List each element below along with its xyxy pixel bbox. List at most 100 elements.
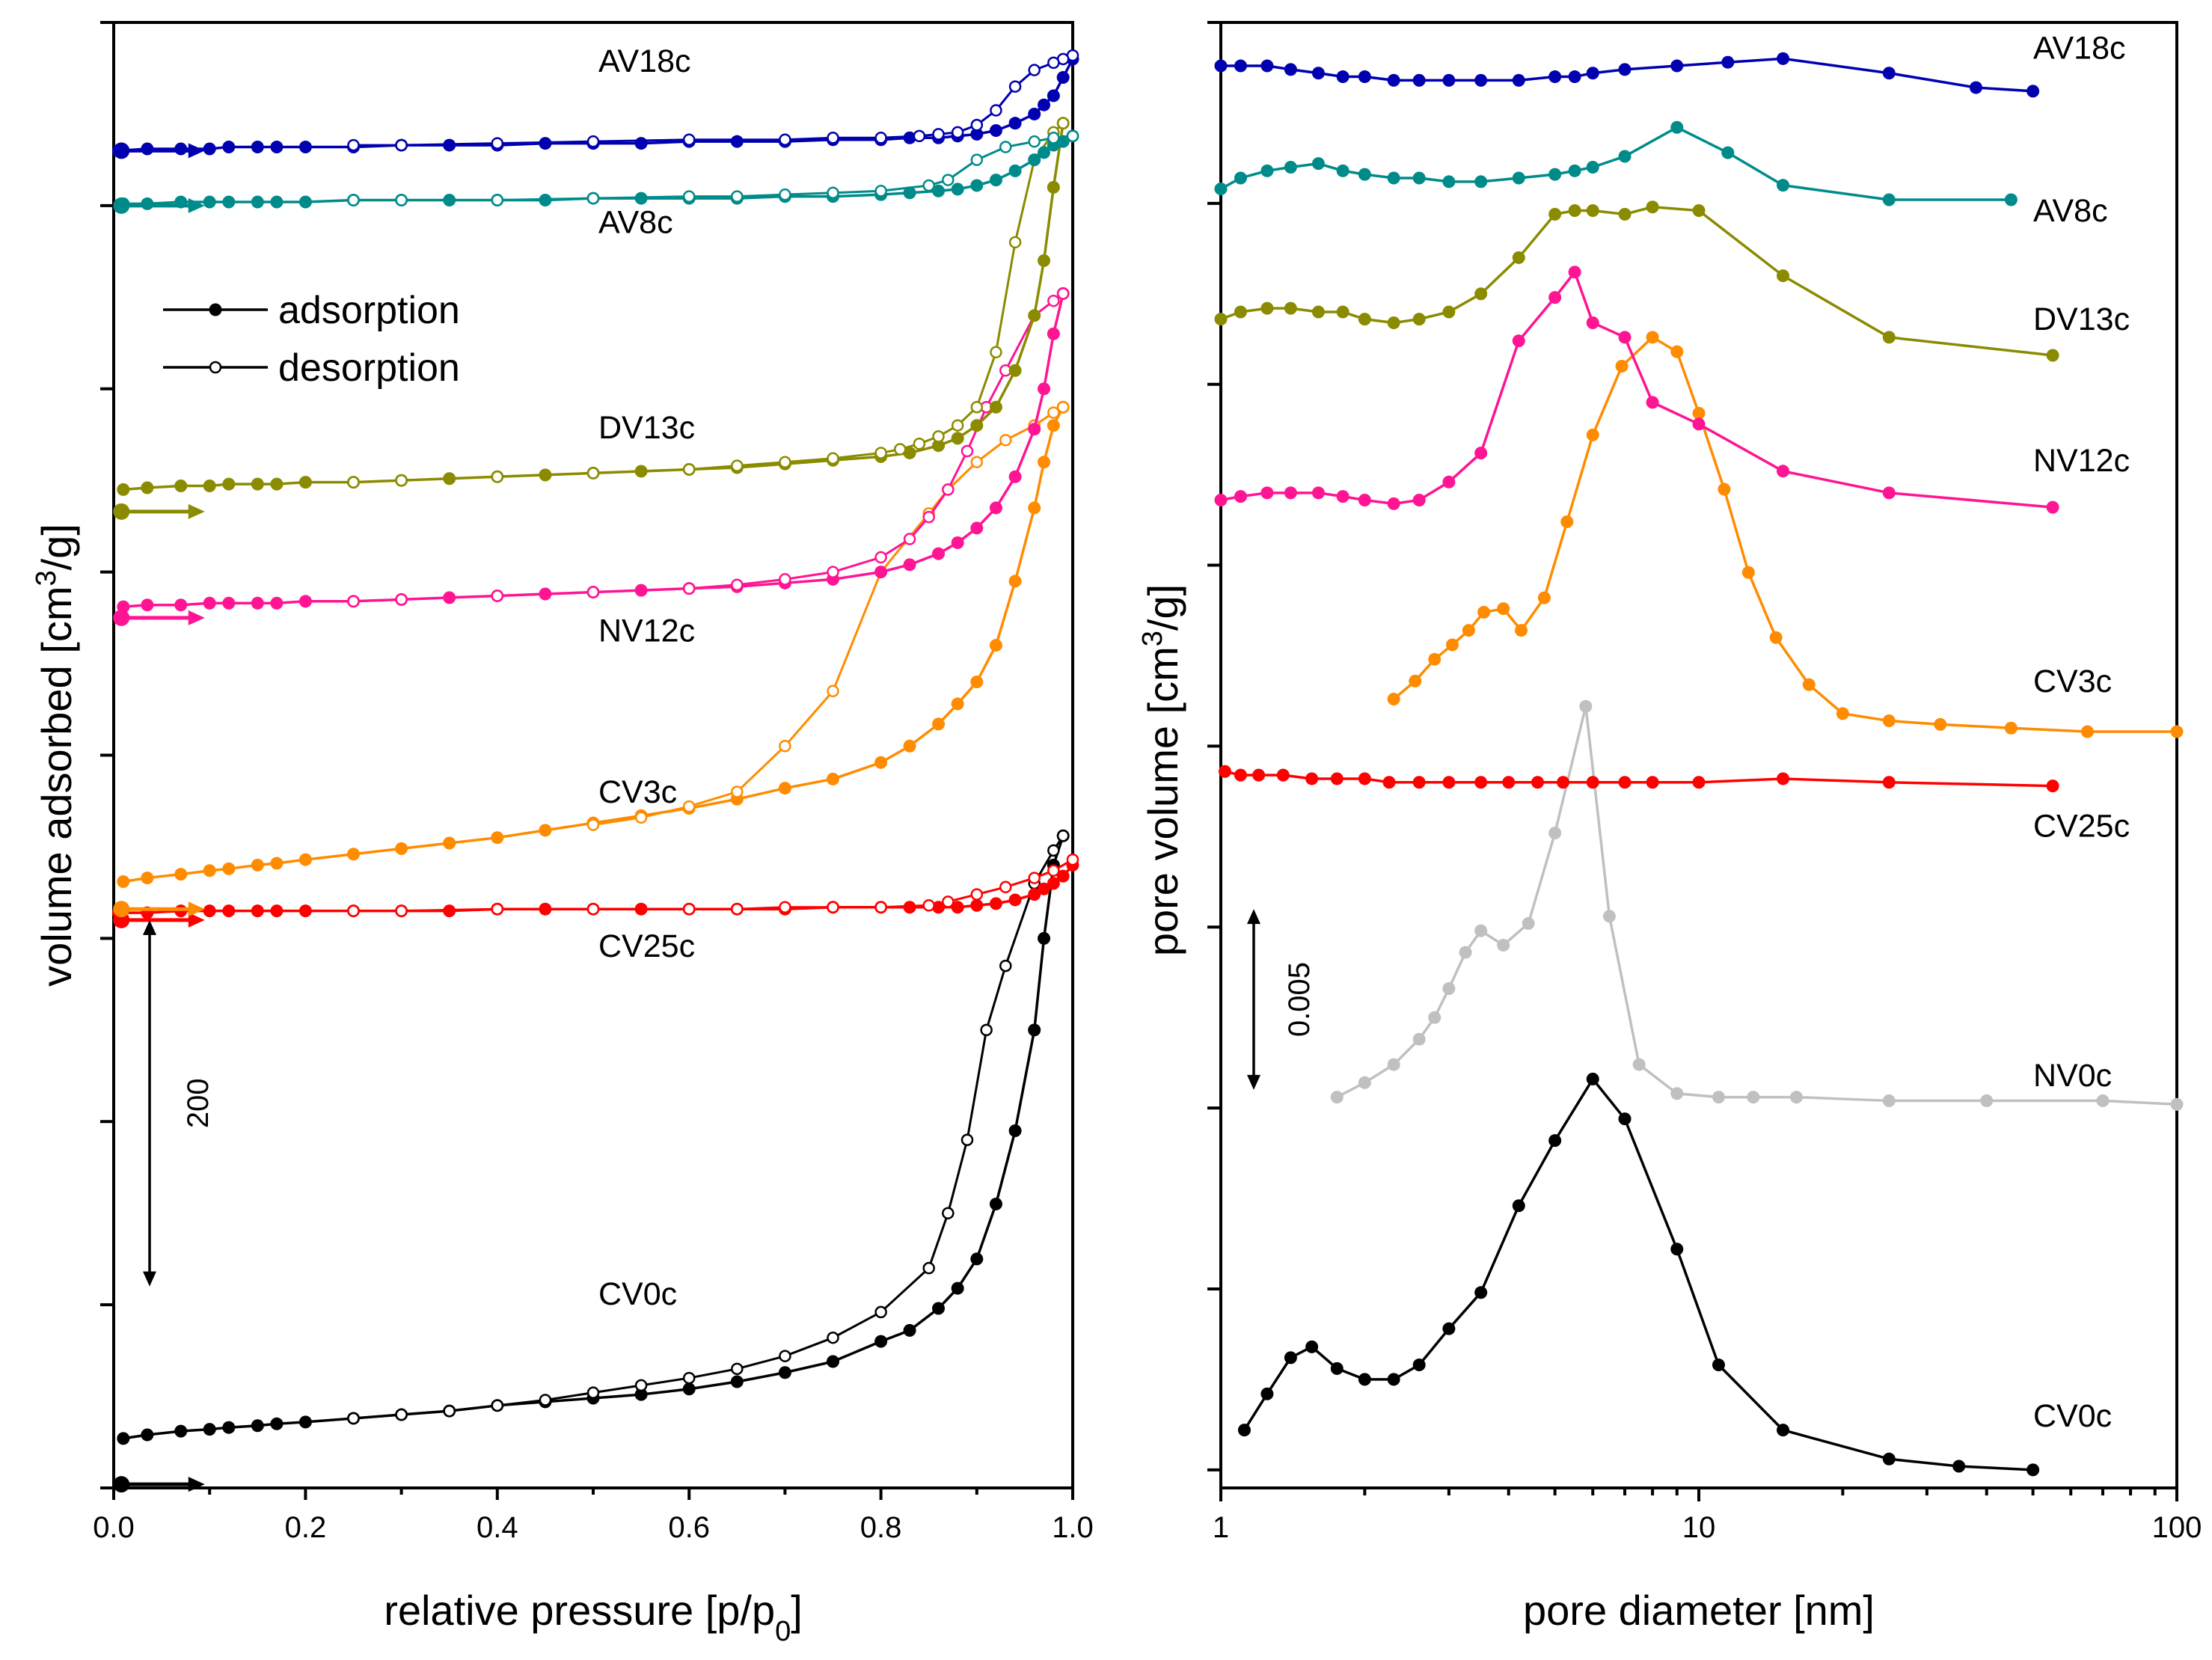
- distribution-point-cv3c: [1477, 605, 1491, 619]
- adsorption-point-dv13c: [1028, 309, 1041, 322]
- distribution-point-av18c: [1721, 55, 1735, 69]
- desorption-point-cv25c: [1066, 853, 1079, 866]
- curve-label-av8c: AV8c: [598, 205, 673, 241]
- desorption-point-cv3c: [731, 785, 744, 798]
- left-panel-isotherms: 0.0 0.2 0.4 0.6 0.8 1.0 relative pressure [p/p…: [31, 21, 1094, 1647]
- adsorption-point-av18c: [1047, 89, 1060, 102]
- desorption-point-dv13c: [874, 447, 887, 459]
- distribution-point-nv0c: [1602, 910, 1616, 923]
- right-x-tick-label: 1: [1213, 1511, 1229, 1544]
- desorption-point-av8c: [999, 141, 1012, 153]
- adsorption-point-cv0c: [117, 1432, 130, 1445]
- adsorption-point-cv25c: [270, 904, 284, 918]
- distribution-point-nv12c: [1586, 316, 1599, 329]
- adsorption-point-av18c: [903, 131, 916, 144]
- adsorption-point-av18c: [1028, 107, 1041, 120]
- adsorption-point-av18c: [298, 141, 312, 154]
- distribution-point-dv13c: [1284, 301, 1297, 315]
- distribution-av18c: AV18c: [1214, 30, 2126, 98]
- distribution-point-nv0c: [1330, 1091, 1344, 1104]
- start-marker-dv13c: [113, 503, 130, 520]
- adsorption-point-cv3c: [1008, 575, 1022, 588]
- distribution-point-cv25c: [1777, 772, 1790, 785]
- scale-bar-arrow-down: [1247, 1074, 1260, 1090]
- adsorption-point-cv0c: [1008, 1124, 1022, 1137]
- adsorption-point-cv3c: [443, 836, 456, 850]
- adsorption-point-dv13c: [989, 400, 1002, 414]
- adsorption-point-dv13c: [298, 476, 312, 489]
- adsorption-point-cv3c: [932, 717, 946, 731]
- right-y-axis-label: pore volume [cm3/g]: [1137, 584, 1186, 956]
- desorption-point-cv0c: [1056, 829, 1070, 842]
- desorption-point-dv13c: [682, 463, 696, 476]
- distribution-point-av18c: [1214, 59, 1228, 73]
- distribution-point-av18c: [1336, 70, 1349, 84]
- distribution-point-dv13c: [1548, 207, 1562, 221]
- adsorption-point-nv12c: [539, 587, 552, 601]
- distribution-point-cv0c: [1512, 1199, 1525, 1213]
- desorption-point-cv3c: [682, 800, 696, 813]
- distribution-point-cv0c: [1305, 1340, 1319, 1353]
- left-x-tick-label: 0.4: [477, 1511, 518, 1544]
- desorption-point-nv12c: [682, 582, 696, 595]
- adsorption-point-av18c: [970, 127, 984, 141]
- distribution-point-cv0c: [1442, 1322, 1456, 1335]
- desorption-point-av8c: [1047, 132, 1060, 144]
- distribution-point-nv0c: [1428, 1011, 1442, 1024]
- distribution-point-cv0c: [1952, 1460, 1966, 1473]
- desorption-point-av18c: [932, 128, 945, 141]
- distribution-point-cv0c: [1586, 1072, 1599, 1085]
- start-marker-cv0c: [113, 1476, 130, 1493]
- distribution-point-cv0c: [1412, 1359, 1426, 1372]
- desorption-point-cv0c: [779, 1350, 791, 1362]
- desorption-point-cv0c: [682, 1371, 696, 1385]
- adsorption-point-cv3c: [827, 772, 839, 785]
- desorption-point-cv25c: [1028, 872, 1041, 884]
- distribution-point-av18c: [1284, 63, 1297, 76]
- desorption-point-dv13c: [970, 400, 984, 414]
- distribution-point-cv25c: [1358, 772, 1371, 785]
- distribution-point-cv0c: [1474, 1286, 1488, 1299]
- adsorption-point-cv0c: [730, 1375, 744, 1388]
- adsorption-point-cv0c: [222, 1421, 236, 1434]
- desorption-point-av8c: [970, 153, 984, 166]
- adsorption-point-av18c: [1038, 98, 1051, 111]
- desorption-point-cv25c: [779, 901, 791, 913]
- adsorption-point-cv3c: [539, 824, 552, 837]
- desorption-point-av8c: [827, 186, 839, 199]
- distribution-nv12c: NV12c: [1214, 266, 2130, 514]
- adsorption-point-nv12c: [970, 521, 984, 535]
- distribution-point-av18c: [1548, 70, 1562, 84]
- adsorption-point-nv12c: [443, 591, 456, 604]
- adsorption-point-av8c: [903, 186, 916, 200]
- desorption-point-dv13c: [932, 430, 945, 443]
- desorption-point-cv25c: [999, 880, 1012, 894]
- distribution-point-nv12c: [1336, 490, 1349, 503]
- adsorption-point-cv25c: [251, 904, 264, 918]
- adsorption-point-cv3c: [491, 831, 504, 845]
- superscript-3: 3: [1137, 631, 1168, 646]
- distribution-point-av18c: [1777, 52, 1790, 65]
- distribution-point-av18c: [1969, 81, 1982, 94]
- adsorption-point-cv0c: [970, 1252, 984, 1266]
- desorption-point-cv25c: [827, 901, 839, 913]
- distribution-point-cv0c: [1387, 1373, 1400, 1386]
- adsorption-point-cv3c: [270, 857, 284, 870]
- curve-label-av18c: AV18c: [598, 43, 691, 79]
- distribution-point-cv3c: [1428, 652, 1442, 666]
- desorption-point-av18c: [951, 126, 964, 139]
- distribution-point-av8c: [1512, 171, 1525, 185]
- desorption-point-av8c: [779, 188, 791, 201]
- adsorption-point-cv0c: [174, 1424, 188, 1438]
- distribution-point-av8c: [1336, 164, 1349, 177]
- adsorption-point-cv25c: [1028, 888, 1041, 901]
- adsorption-point-nv12c: [298, 595, 312, 608]
- distribution-point-dv13c: [1568, 204, 1581, 218]
- desorption-point-av18c: [682, 133, 696, 146]
- desorption-point-cv0c: [347, 1412, 360, 1425]
- adsorption-point-dv13c: [1008, 364, 1022, 377]
- distribution-point-nv12c: [1618, 331, 1632, 344]
- adsorption-point-av18c: [203, 142, 216, 156]
- desorption-point-av8c: [586, 192, 600, 205]
- distribution-point-nv0c: [1548, 826, 1562, 839]
